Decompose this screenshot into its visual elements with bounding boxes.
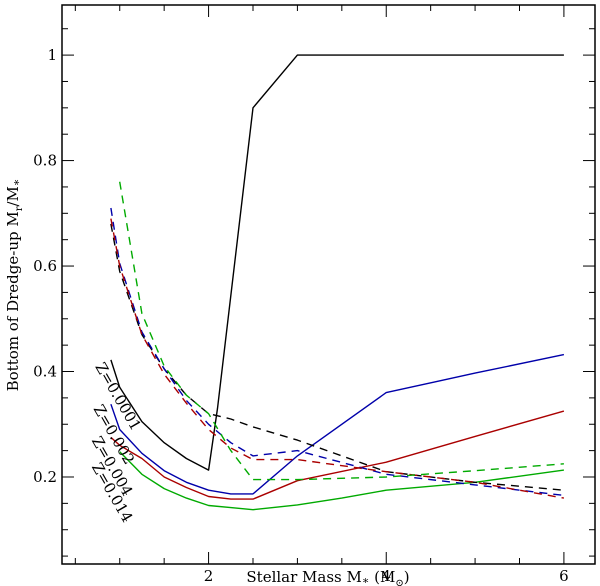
series-lines xyxy=(110,54,565,511)
y-tick-label: 0.2 xyxy=(33,468,57,486)
y-tick-label: 0.8 xyxy=(33,152,57,170)
series-line-z-0-004-solid xyxy=(110,410,565,500)
series-line-z-0-004-dashed xyxy=(110,218,565,499)
plot-frame xyxy=(61,4,596,565)
axis-ticks: 2 4 6 0.2 0.4 0.6 0.8 1 xyxy=(33,5,595,585)
series-line-z-0-014-solid xyxy=(119,451,564,511)
series-line-z-0-014-dashed xyxy=(119,181,564,481)
y-tick-label: 0.6 xyxy=(33,257,57,275)
y-tick-label: 1 xyxy=(47,46,57,64)
x-tick-label: 4 xyxy=(381,567,391,585)
series-line-z-0-002-solid xyxy=(110,353,565,495)
y-axis-label: Bottom of Dredge-up Mr/M∗ xyxy=(4,179,25,392)
x-axis-label: Stellar Mass M∗ (M⊙) xyxy=(246,568,409,586)
x-tick-label: 2 xyxy=(204,567,214,585)
series-line-z-0-0001-dashed xyxy=(110,223,564,491)
y-tick-label: 0.4 xyxy=(33,363,57,381)
series-line-z-0-0001-solid xyxy=(110,54,564,471)
x-tick-label: 6 xyxy=(559,567,569,585)
